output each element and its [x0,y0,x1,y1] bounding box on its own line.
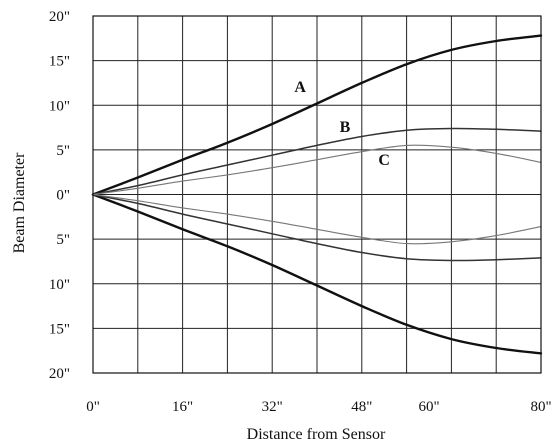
curve-c-upper [92,144,542,196]
x-tick-label: 60" [418,399,439,415]
x-tick-label: 48" [351,399,372,415]
y-tick-label: 15" [49,54,70,70]
x-tick-labels: 0" 16" 32" 48" 60" 80" [86,399,551,415]
curve-labels: A B C [294,79,390,169]
y-tick-label: 5" [56,232,70,248]
x-tick-label: 16" [172,399,193,415]
curve-a-lower [91,193,543,355]
y-tick-label: 5" [56,143,70,159]
y-tick-label: 0" [56,188,70,204]
x-tick-label: 80" [530,399,551,415]
x-tick-label: 0" [86,399,100,415]
curve-b-upper [92,127,542,196]
curve-label-c: C [378,152,390,169]
y-tick-label: 10" [49,277,70,293]
curve-b-lower [92,193,542,262]
x-axis-title: Distance from Sensor [247,426,386,443]
curve-label-b: B [340,119,351,136]
y-axis-title: Beam Diameter [11,152,28,254]
y-tick-labels: 20" 15" 10" 5" 0" 5" 10" 15" 20" [49,9,70,382]
curve-c-lower [92,193,542,245]
grid [93,16,541,373]
curves [91,34,543,355]
x-tick-label: 32" [262,399,283,415]
y-tick-label: 20" [49,9,70,25]
y-tick-label: 20" [49,366,70,382]
y-tick-label: 10" [49,98,70,114]
curve-label-a: A [294,79,306,96]
y-tick-label: 15" [49,321,70,337]
plot-frame [92,15,542,374]
curve-a-upper [91,34,543,196]
